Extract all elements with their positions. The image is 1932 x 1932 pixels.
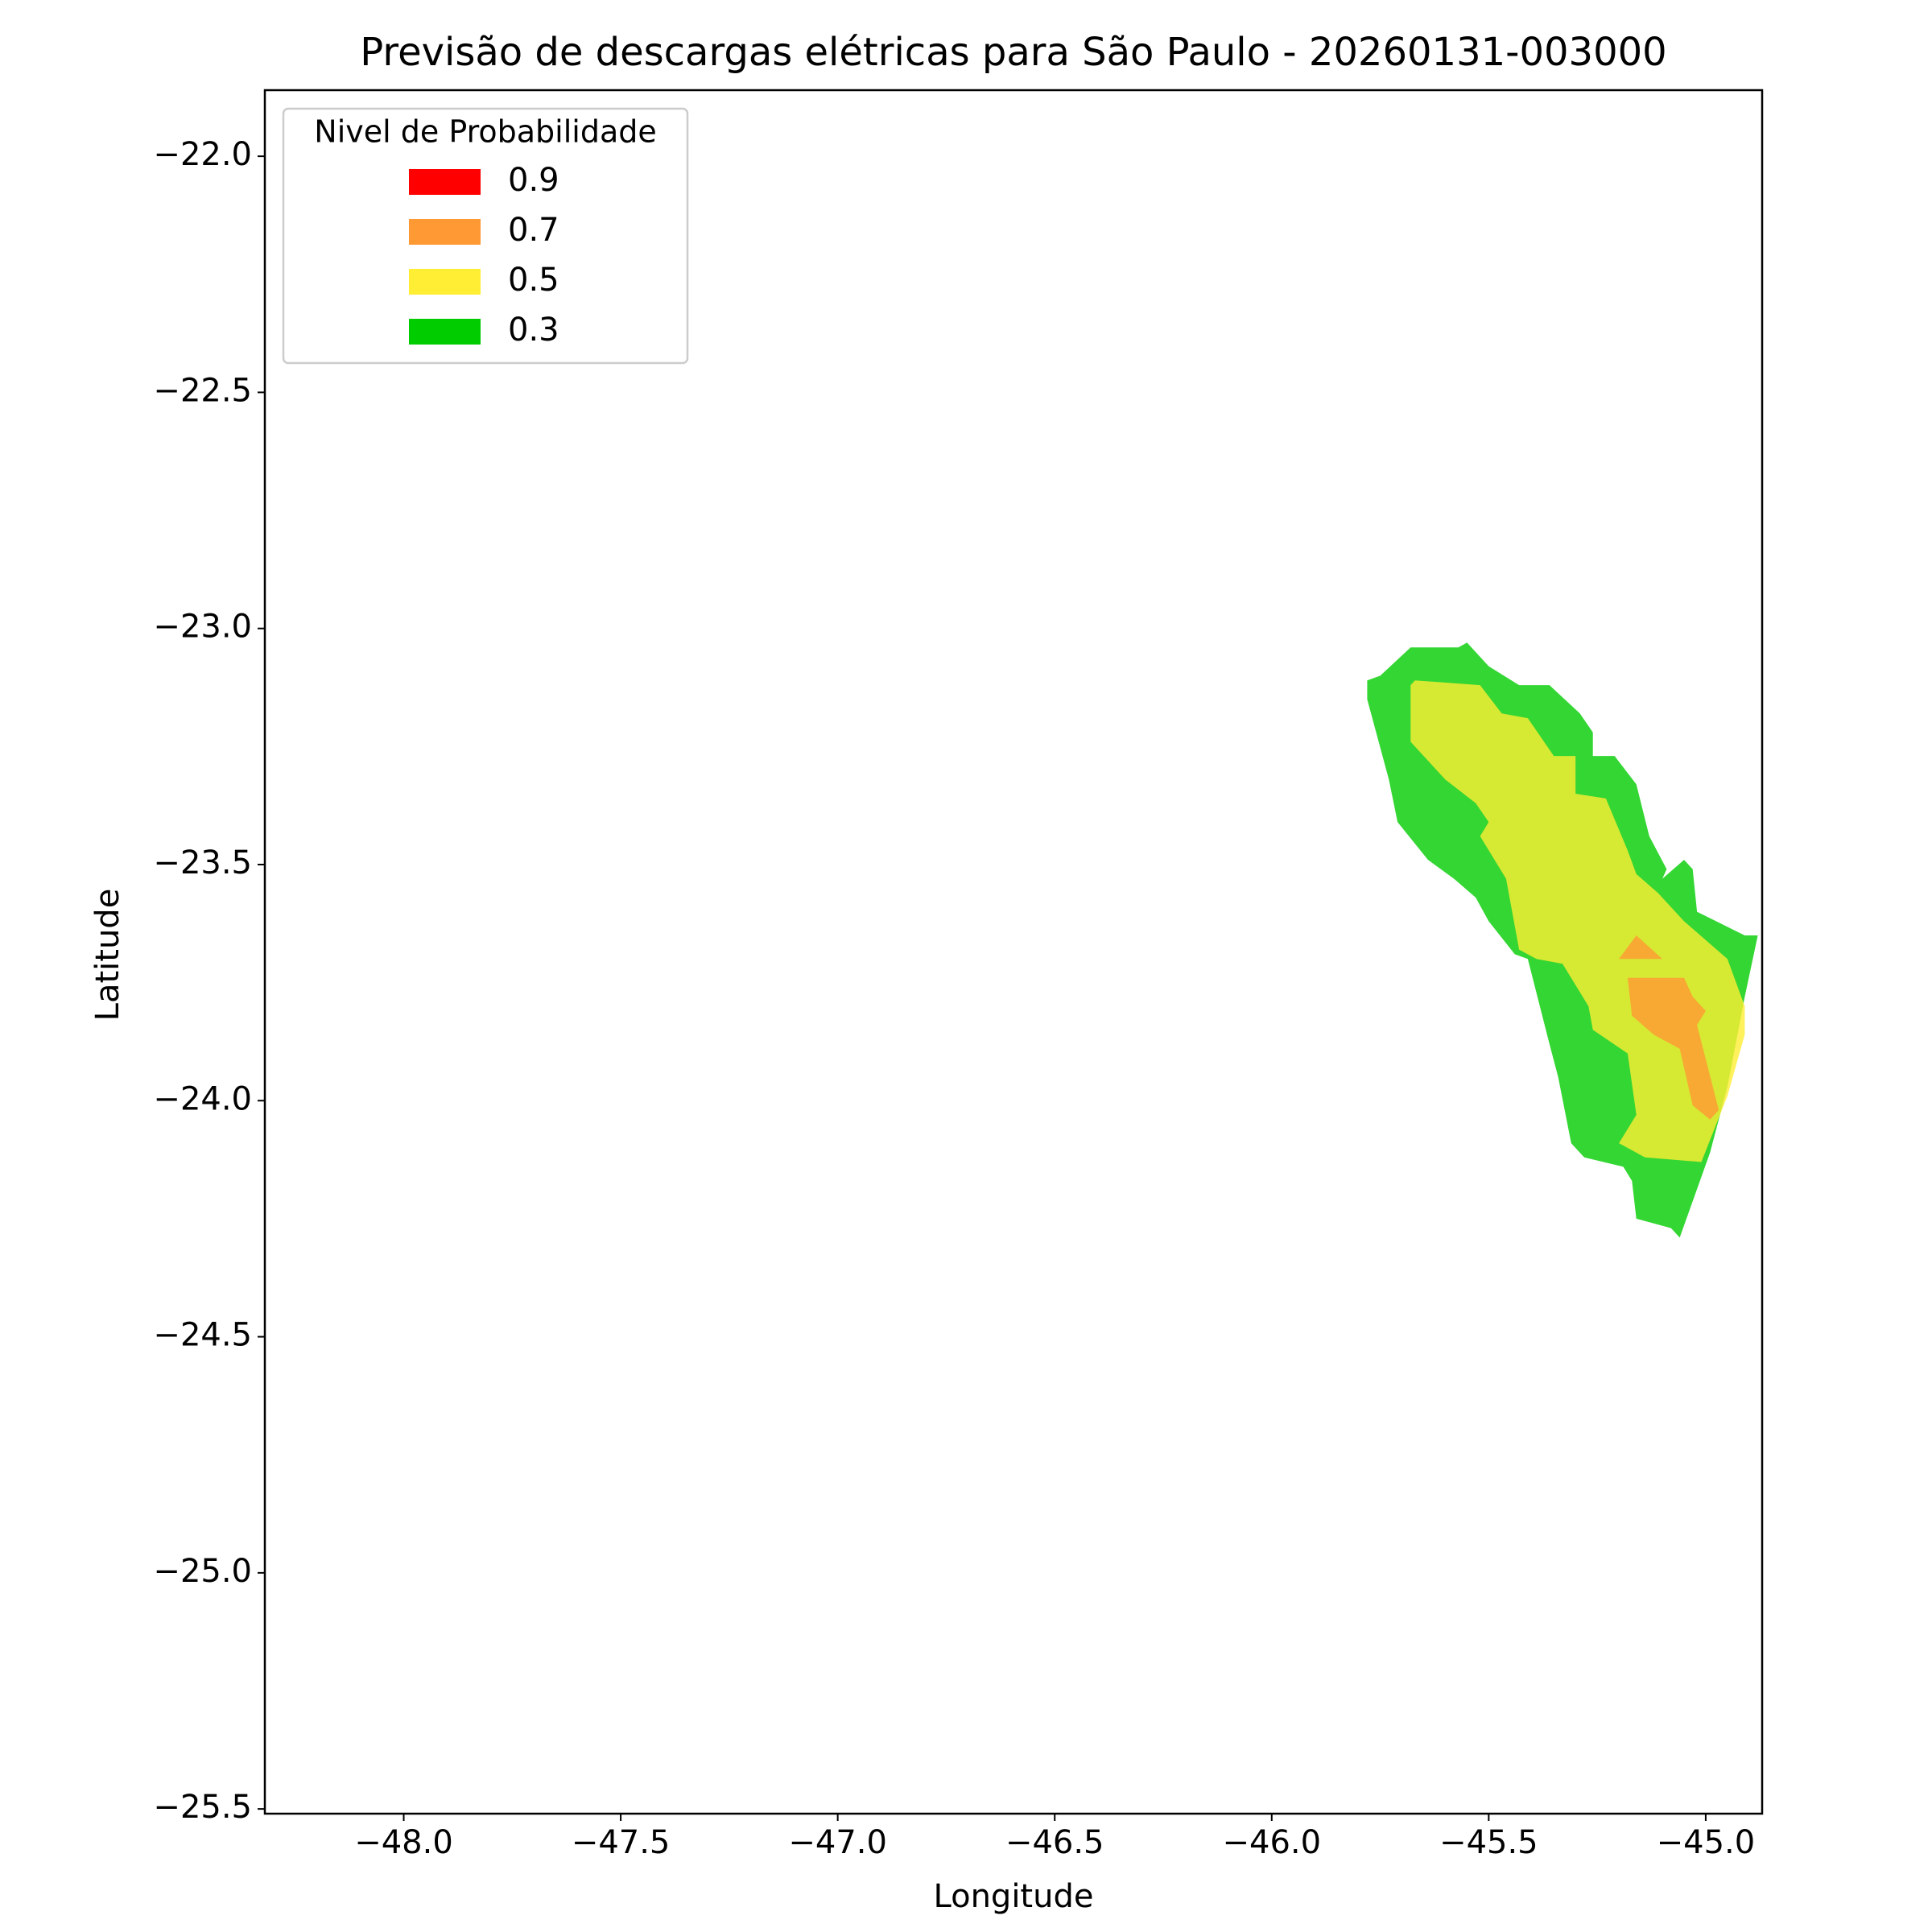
y-tick-label: −22.0 bbox=[153, 136, 252, 173]
y-tick-label: −24.5 bbox=[153, 1317, 252, 1354]
x-tick-label: −45.0 bbox=[1657, 1824, 1756, 1861]
legend-swatch bbox=[409, 269, 481, 295]
y-tick-label: −23.5 bbox=[153, 844, 252, 881]
x-axis-label: Longitude bbox=[934, 1878, 1094, 1915]
plot-area bbox=[1367, 642, 1758, 1238]
legend: Nivel de Probabilidade 0.9 0.7 0.5 0.3 bbox=[282, 107, 689, 365]
x-tick-label: −45.5 bbox=[1439, 1824, 1538, 1861]
contour-region bbox=[1627, 977, 1719, 1120]
chart-title: Previsão de descargas elétricas para São… bbox=[360, 30, 1666, 75]
y-tick-label: −25.5 bbox=[153, 1789, 252, 1826]
x-tick-label: −46.0 bbox=[1222, 1824, 1321, 1861]
y-tick-label: −22.5 bbox=[153, 372, 252, 409]
x-tick-label: −48.0 bbox=[354, 1824, 453, 1861]
legend-label: 0.9 bbox=[508, 162, 559, 199]
legend-box bbox=[282, 107, 689, 365]
axes-frame bbox=[263, 89, 1764, 1815]
legend-title: Nivel de Probabilidade bbox=[314, 114, 656, 150]
y-axis-label: Latitude bbox=[89, 889, 126, 1022]
y-tick-label: −23.0 bbox=[153, 609, 252, 646]
x-tick-label: −47.0 bbox=[788, 1824, 887, 1861]
legend-label: 0.5 bbox=[508, 262, 559, 299]
legend-label: 0.3 bbox=[508, 312, 559, 349]
legend-swatch bbox=[409, 169, 481, 195]
y-tick-label: −25.0 bbox=[153, 1553, 252, 1590]
contour-region bbox=[1619, 935, 1662, 960]
legend-swatch bbox=[409, 319, 481, 345]
x-tick-label: −46.5 bbox=[1005, 1824, 1104, 1861]
legend-label: 0.7 bbox=[508, 212, 559, 249]
x-tick-label: −47.5 bbox=[572, 1824, 671, 1861]
contour-region bbox=[1410, 680, 1745, 1162]
legend-swatch bbox=[409, 219, 481, 245]
y-tick-label: −24.0 bbox=[153, 1080, 252, 1117]
